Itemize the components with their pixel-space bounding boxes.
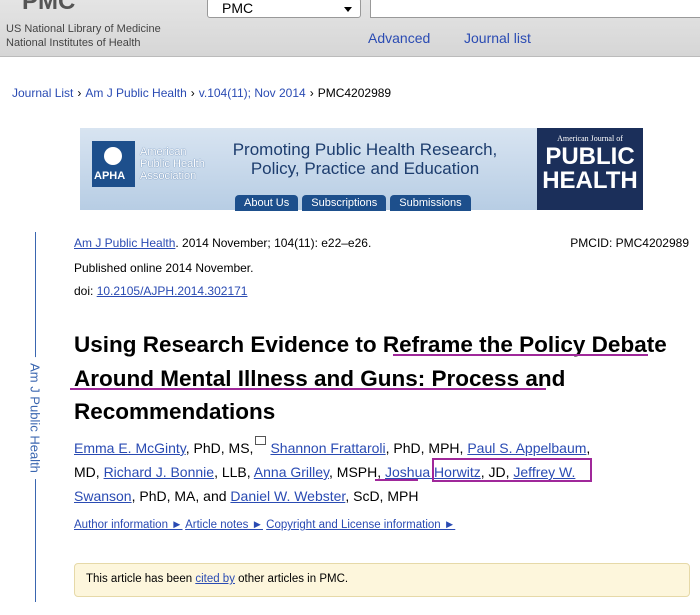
banner-org: American Public Health Association	[140, 146, 205, 182]
banner-tabs: About Us Subscriptions Submissions	[235, 193, 475, 211]
author-link[interactable]: Jeffrey W.	[513, 464, 576, 480]
org-line: Association	[140, 170, 197, 182]
authors: Emma E. McGinty, PhD, MS, Shannon Frattar…	[74, 436, 590, 508]
author-link[interactable]: Emma E. McGinty	[74, 440, 186, 456]
author-link[interactable]: Paul S. Appelbaum	[467, 440, 587, 456]
cited-before: This article has been	[86, 573, 196, 585]
breadcrumb-separator: ›	[190, 86, 195, 100]
annotation-underline	[70, 388, 546, 390]
author-text: , PhD, MS,	[185, 440, 254, 456]
logo-abbr: APHA	[94, 170, 126, 182]
journal-line: HEALTH	[542, 167, 638, 194]
email-icon	[255, 436, 267, 445]
doi-label: doi:	[74, 284, 97, 298]
info-links: Author information ► Article notes ► Cop…	[74, 519, 455, 531]
author-line: Emma E. McGinty, PhD, MS, Shannon Frattar…	[74, 436, 590, 460]
info-link[interactable]: Author information ►	[74, 519, 183, 531]
cited-after: other articles in PMC.	[234, 573, 349, 585]
breadcrumb-item[interactable]: v.104(11); Nov 2014	[198, 86, 306, 100]
article-title: Using Research Evidence to Reframe the P…	[74, 332, 667, 424]
author-link[interactable]: Daniel W. Webster	[230, 488, 346, 504]
annotation-underline	[375, 479, 418, 481]
doi-link[interactable]: 10.2105/AJPH.2014.302171	[96, 284, 248, 298]
journal-list-link[interactable]: Journal list	[464, 30, 531, 46]
sidebar-label: Am J Public Health	[27, 357, 43, 479]
tagline: Promoting Public Health Research, Policy…	[220, 140, 510, 178]
journal-badge: American Journal of PUBLIC HEALTH	[537, 128, 643, 210]
select-arrow	[344, 7, 352, 12]
cited-text: This article has been cited by other art…	[86, 573, 348, 585]
banner-tab[interactable]: Subscriptions	[302, 195, 387, 211]
select-value: PMC	[222, 0, 254, 16]
apha-logo: APHA	[92, 141, 135, 187]
tagline-line: Policy, Practice and Education	[250, 159, 480, 178]
author-text: ,	[586, 440, 591, 456]
citation-details: . 2014 November; 104(11): e22–e26.	[175, 236, 372, 250]
author-line: MD, Richard J. Bonnie, LLB, Anna Grilley…	[74, 460, 590, 484]
published: Published online 2014 November.	[74, 261, 254, 275]
breadcrumb-separator: ›	[77, 86, 82, 100]
breadcrumb-item: PMC4202989	[317, 86, 392, 100]
search-input[interactable]	[370, 0, 700, 18]
breadcrumb: Journal List › Am J Public Health › v.104(11…	[12, 86, 391, 100]
author-link[interactable]: Richard J. Bonnie	[103, 464, 215, 480]
pmcid: PMCID: PMC4202989	[570, 236, 689, 250]
header: PMC US National Library of Medicine Nati…	[0, 0, 700, 57]
org-line: American	[140, 146, 187, 158]
author-link[interactable]: Anna Grilley	[253, 464, 329, 480]
info-link[interactable]: Copyright and License information ►	[266, 519, 456, 531]
citation: Am J Public Health. 2014 November; 104(1…	[74, 236, 371, 250]
breadcrumb-separator: ›	[309, 86, 314, 100]
tagline-line: Promoting Public Health Research,	[232, 140, 498, 159]
org-name: US National Library of Medicine	[6, 23, 161, 35]
info-link[interactable]: Article notes ►	[185, 519, 263, 531]
author-text: MD,	[74, 464, 104, 480]
author-text: , LLB,	[214, 464, 254, 480]
author-text: , PhD, MPH,	[385, 440, 468, 456]
breadcrumb-item[interactable]: Journal List	[12, 86, 74, 100]
cited-notice: This article has been cited by other art…	[74, 563, 690, 597]
breadcrumb-item[interactable]: Am J Public Health	[85, 86, 187, 100]
journal-link[interactable]: Am J Public Health	[74, 236, 176, 250]
advanced-link[interactable]: Advanced	[368, 30, 431, 46]
author-text: , ScD, MPH	[345, 488, 419, 504]
banner-tab[interactable]: About Us	[235, 195, 299, 211]
logo[interactable]: PMC	[22, 0, 76, 15]
author-link[interactable]: Joshua Horwitz	[385, 464, 481, 480]
doi: doi: 10.2105/AJPH.2014.302171	[74, 284, 247, 298]
journal-line: American Journal of	[557, 134, 623, 143]
author-text: , MSPH,	[329, 464, 386, 480]
org-name: National Institutes of Health	[6, 37, 141, 49]
org-line: Public Health	[140, 158, 205, 170]
author-text: , PhD, MA, and	[131, 488, 231, 504]
annotation-box	[432, 458, 592, 482]
database-select[interactable]: PMC	[207, 0, 361, 18]
author-link[interactable]: Shannon Frattaroli	[270, 440, 386, 456]
author-text: , JD,	[480, 464, 514, 480]
banner-tab[interactable]: Submissions	[390, 195, 471, 211]
journal-line: PUBLIC	[545, 143, 635, 170]
logo-emblem	[104, 147, 122, 165]
cited-by-link[interactable]: cited by	[195, 573, 235, 585]
banner[interactable]: APHA American Public Health Association …	[80, 128, 643, 211]
author-line: Swanson, PhD, MA, and Daniel W. Webster,…	[74, 484, 590, 508]
annotation-underline	[393, 354, 648, 356]
author-link[interactable]: Swanson	[74, 488, 132, 504]
